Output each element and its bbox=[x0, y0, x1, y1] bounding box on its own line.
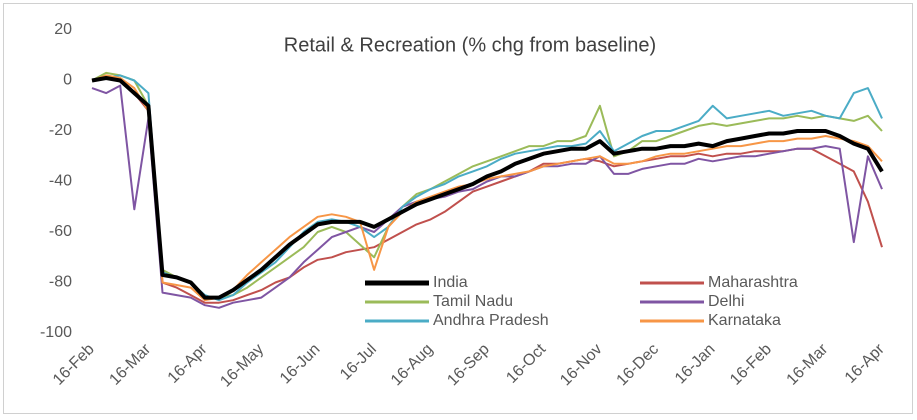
y-tick-label: -100 bbox=[40, 324, 72, 341]
series-line bbox=[91, 84, 883, 309]
y-tick-label: 20 bbox=[54, 21, 72, 38]
y-tick-label: 0 bbox=[63, 72, 72, 89]
y-tick-label: -60 bbox=[49, 223, 72, 240]
legend-label: Maharashtra bbox=[708, 274, 798, 291]
series-line bbox=[91, 77, 883, 304]
chart-title: Retail & Recreation (% chg from baseline… bbox=[284, 34, 656, 56]
y-tick-label: -40 bbox=[49, 173, 72, 190]
y-tick-label: -20 bbox=[49, 122, 72, 139]
legend-label: Tamil Nadu bbox=[433, 293, 513, 310]
legend-label: India bbox=[433, 274, 468, 291]
y-tick-label: -80 bbox=[49, 274, 72, 291]
legend-label: Delhi bbox=[708, 293, 744, 310]
legend-label: Andhra Pradesh bbox=[433, 312, 549, 329]
series-line bbox=[91, 74, 883, 302]
legend-label: Karnataka bbox=[708, 312, 781, 329]
series-line bbox=[91, 76, 884, 300]
